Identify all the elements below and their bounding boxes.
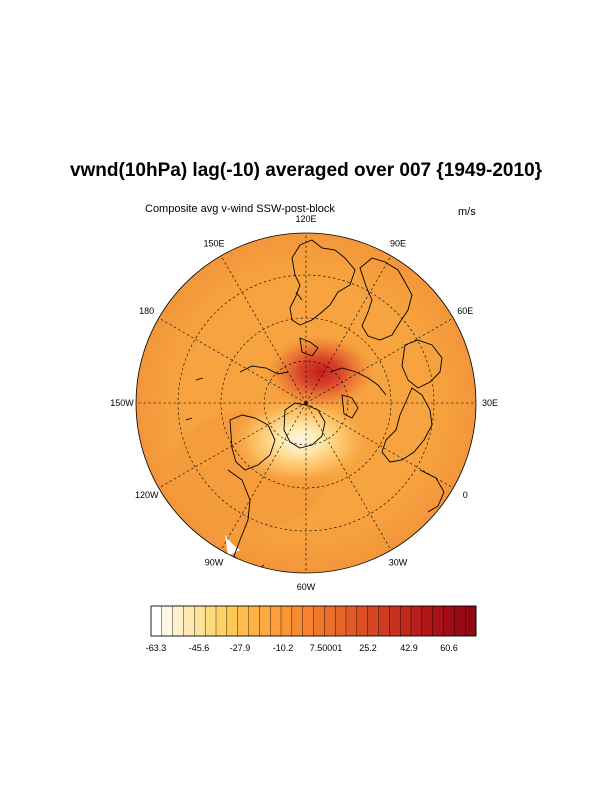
longitude-label: 150W — [110, 398, 134, 408]
map-disk — [136, 233, 476, 573]
color-bar-swatch — [161, 605, 174, 637]
color-bar-swatch — [172, 605, 184, 637]
longitude-label: 180 — [139, 306, 154, 316]
longitude-label: 150E — [203, 239, 224, 249]
coastlines — [185, 239, 445, 573]
longitude-label: 120E — [295, 214, 316, 224]
longitude-label: 0 — [463, 490, 468, 500]
map-border — [135, 232, 477, 574]
color-bar-swatch — [399, 605, 412, 637]
color-bar-swatch — [367, 605, 380, 637]
color-bar-tick-label: -63.3 — [146, 643, 167, 653]
color-bar-swatch — [259, 605, 271, 637]
max-region — [262, 332, 378, 412]
longitude-label: 90W — [205, 557, 224, 567]
color-bar-swatch — [248, 605, 260, 637]
color-bar-swatch — [334, 605, 347, 637]
longitude-labels: 120E 90E 60E 30E 0 30W 60W 90W 120W 150W 180 150E — [110, 214, 498, 592]
color-bar-tick-label: -45.6 — [189, 643, 210, 653]
color-bar — [150, 605, 477, 637]
longitude-label: 30W — [389, 557, 408, 567]
min-region — [230, 395, 370, 485]
color-bar-tick-label: 7.50001 — [310, 643, 343, 653]
color-bar-swatch — [432, 605, 445, 637]
color-bar-swatch — [183, 605, 195, 637]
chart-subtitle: Composite avg v-wind SSW-post-block — [145, 203, 335, 215]
color-bar-swatch — [194, 605, 206, 637]
color-bar-swatch — [410, 605, 423, 637]
color-bar-labels: -63.3 -45.6 -27.9 -10.2 7.50001 25.2 42.9 60.6 — [146, 643, 458, 653]
color-bar-tick-label: 42.9 — [400, 643, 418, 653]
color-bar-swatch — [237, 605, 249, 637]
color-bar-tick-label: 25.2 — [359, 643, 377, 653]
color-bar-swatch — [464, 605, 477, 637]
graticule — [136, 233, 476, 573]
longitude-label: 60W — [297, 582, 316, 592]
color-bar-swatch — [356, 605, 369, 637]
color-bar-swatch — [302, 605, 315, 637]
color-bar-tick-label: -10.2 — [273, 643, 294, 653]
color-bar-swatch — [454, 605, 466, 637]
color-bar-swatch — [291, 605, 304, 637]
color-bar-swatch — [324, 605, 336, 637]
longitude-label: 60E — [457, 306, 473, 316]
color-bar-swatch — [345, 605, 358, 637]
color-bar-swatch — [378, 605, 390, 637]
longitude-label: 90E — [390, 239, 406, 249]
color-bar-swatch — [150, 605, 163, 637]
color-bar-swatch — [204, 605, 217, 637]
color-bar-swatch — [226, 605, 239, 637]
color-bar-swatch — [443, 605, 455, 637]
longitude-label: 30E — [482, 398, 498, 408]
color-bar-swatch — [421, 605, 434, 637]
color-bar-swatch — [280, 605, 293, 637]
color-bar-swatch — [389, 605, 401, 637]
color-bar-swatch — [313, 605, 325, 637]
longitude-label: 120W — [135, 490, 159, 500]
chart-title: vwnd(10hPa) lag(-10) averaged over 007 {… — [69, 160, 543, 181]
color-bar-swatch — [269, 605, 282, 637]
units-label: m/s — [458, 206, 476, 218]
color-bar-swatch — [215, 605, 228, 637]
color-bar-tick-label: -27.9 — [230, 643, 251, 653]
color-bar-tick-label: 60.6 — [440, 643, 458, 653]
